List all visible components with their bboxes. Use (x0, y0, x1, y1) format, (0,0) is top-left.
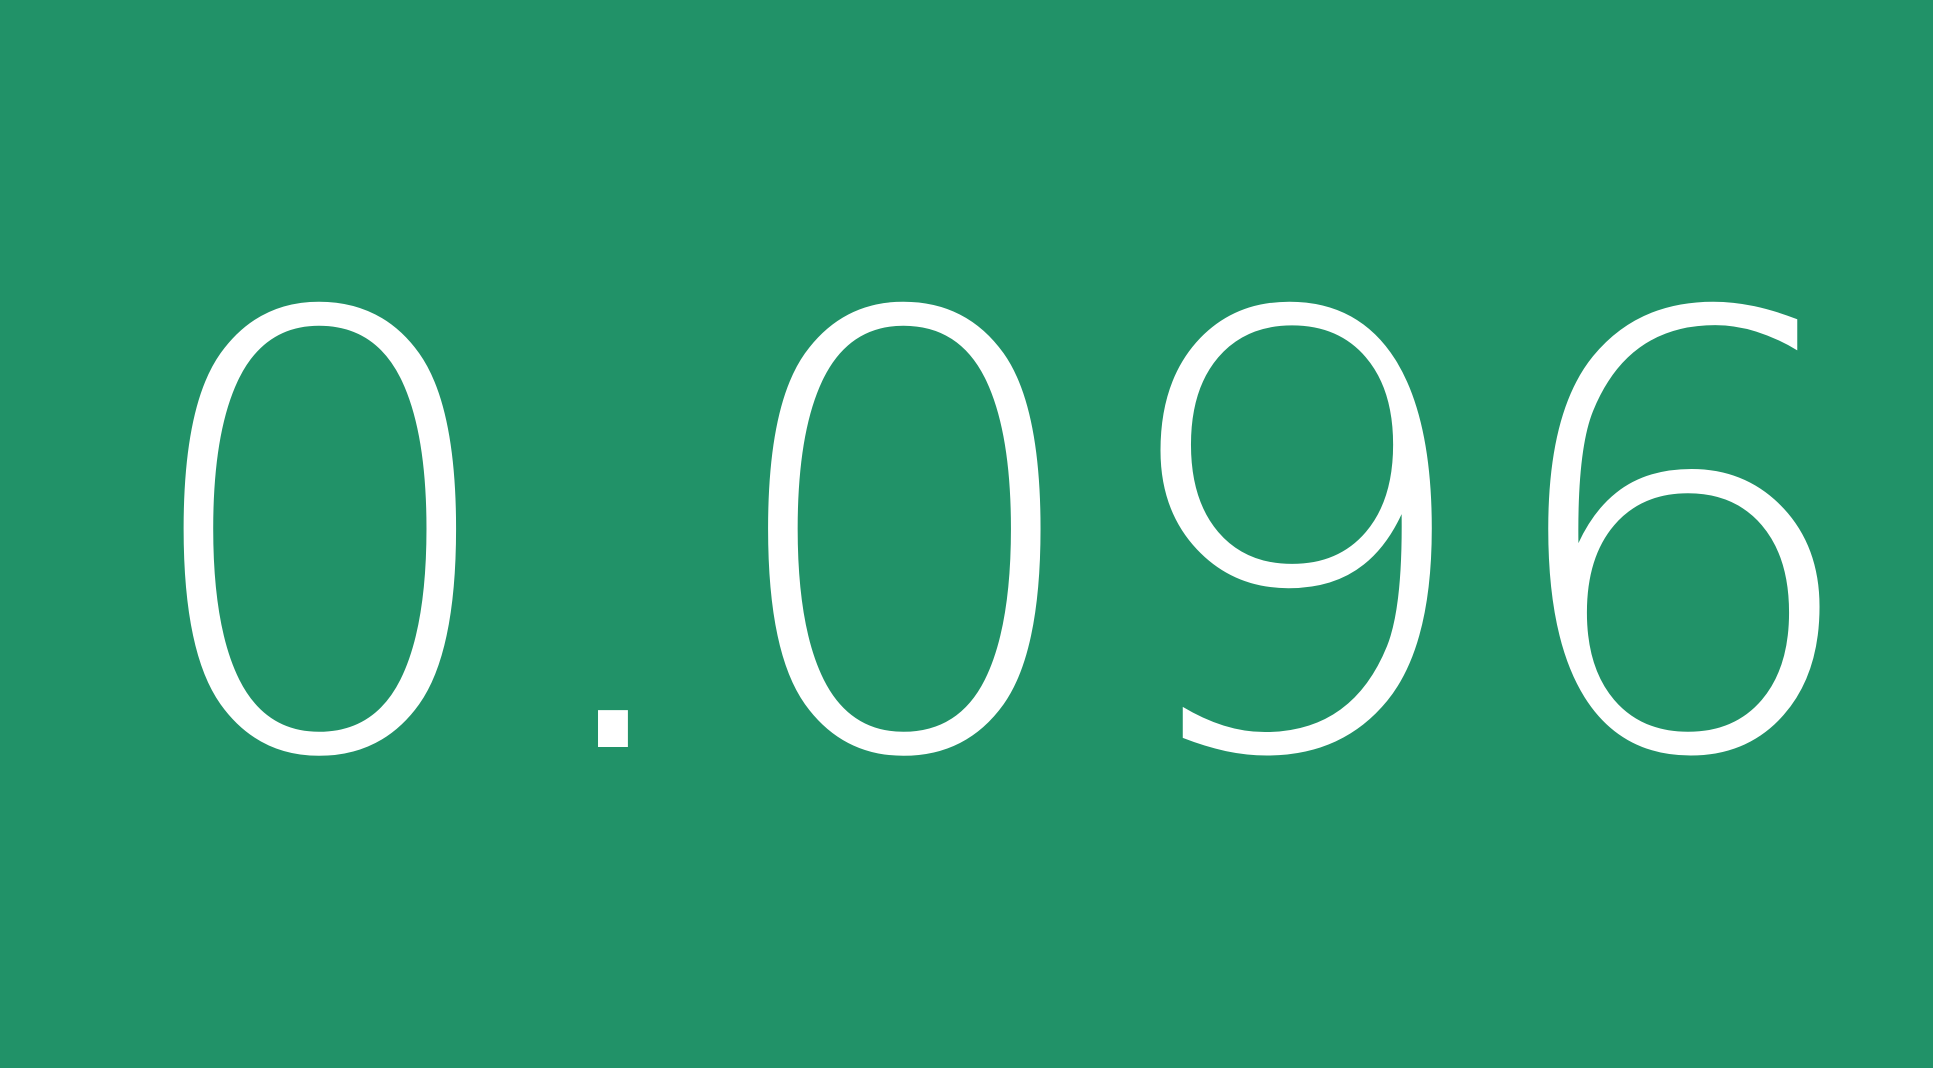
metric-value: 0.096 (130, 190, 1878, 889)
